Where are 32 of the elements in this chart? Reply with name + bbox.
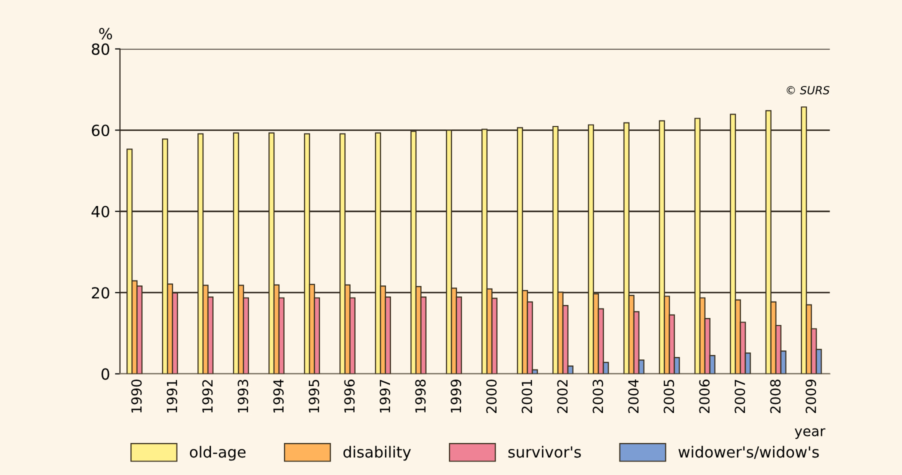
legend-label: disability <box>343 446 411 461</box>
x-tick-label: 2007 <box>734 380 746 414</box>
legend-label: survivor's <box>508 446 581 458</box>
x-tick-label: 2003 <box>592 380 604 414</box>
x-tick-label: 1992 <box>202 380 213 413</box>
x-tick-label: 1993 <box>238 380 248 413</box>
legend-label: widower's/widow's <box>678 446 819 459</box>
x-tick-label: 1996 <box>344 380 355 413</box>
x-tick-label: 2000 <box>486 380 497 414</box>
x-tick-label: 1999 <box>450 380 462 413</box>
x-tick-label: 2002 <box>557 380 568 414</box>
y-axis-title: % <box>99 28 112 40</box>
x-tick-label: 1998 <box>415 380 426 413</box>
x-tick-label: 2005 <box>664 380 674 414</box>
x-tick-label: 2004 <box>628 379 639 414</box>
y-tick-label: 0 <box>102 368 110 380</box>
x-tick-label: 1995 <box>308 380 320 413</box>
x-tick-label: 1991 <box>166 380 178 413</box>
x-tick-label: 2001 <box>522 380 532 414</box>
x-tick-label: 2008 <box>770 380 781 414</box>
y-tick-label: 40 <box>92 206 110 218</box>
x-tick-label: 1990 <box>131 380 142 413</box>
x-tick-label: 1994 <box>273 379 284 413</box>
y-tick-label: 60 <box>92 124 110 136</box>
legend-label: old-age <box>190 446 246 461</box>
y-tick-label: 80 <box>92 43 110 55</box>
annotation: © SURS <box>786 86 830 94</box>
x-tick-label: 2006 <box>699 380 710 414</box>
x-tick-label: 1997 <box>380 380 390 413</box>
x-tick-label: 2009 <box>806 380 816 414</box>
x-axis-title: year <box>794 428 826 439</box>
y-tick-label: 20 <box>92 287 110 299</box>
